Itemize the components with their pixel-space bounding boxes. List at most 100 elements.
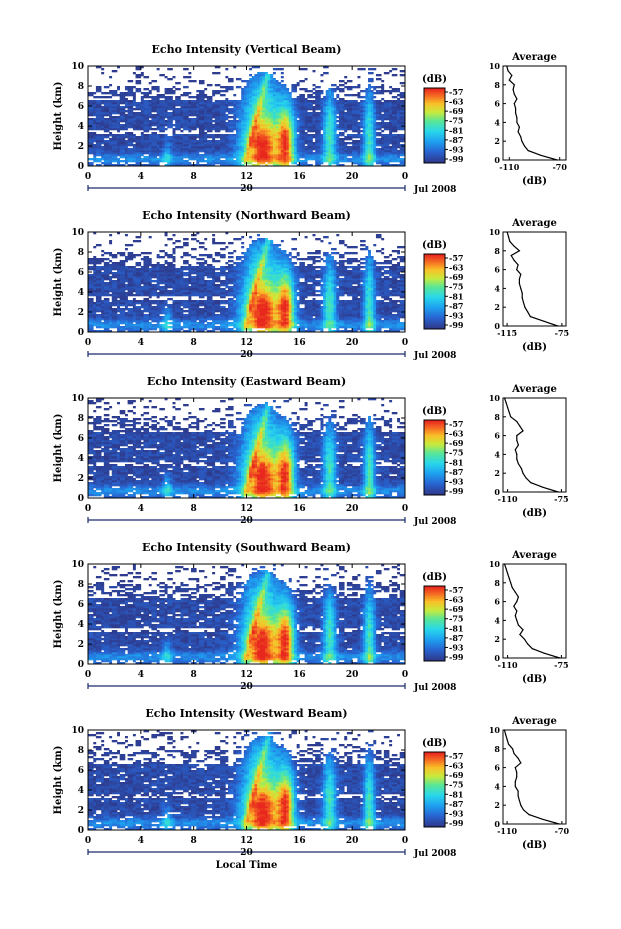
heatmap-cell [114, 144, 118, 147]
heatmap-cell [111, 322, 115, 325]
heatmap-cell [185, 120, 189, 123]
heatmap-cell [220, 154, 224, 157]
heatmap-cell [185, 148, 189, 151]
heatmap-cell [262, 72, 266, 75]
heatmap-cell [230, 104, 234, 107]
heatmap-cell [220, 116, 224, 119]
heatmap-cell [299, 130, 303, 133]
heatmap-cell [344, 138, 348, 141]
heatmap-cell [148, 138, 152, 141]
heatmap-cell [111, 272, 115, 275]
heatmap-cell [148, 128, 152, 131]
heatmap-cell [206, 160, 210, 163]
heatmap-cell [394, 152, 398, 155]
heatmap-cell [222, 136, 226, 139]
heatmap-cell [138, 152, 142, 155]
heatmap-cell [301, 80, 305, 83]
heatmap-cell [214, 156, 218, 159]
heatmap-cell [259, 84, 263, 87]
heatmap-cell [127, 150, 131, 153]
heatmap-cell [90, 288, 94, 291]
heatmap-cell [259, 156, 263, 159]
heatmap-cell [206, 102, 210, 105]
heatmap-cell [397, 126, 401, 129]
heatmap-cell [357, 160, 361, 163]
heatmap-cell [132, 152, 136, 155]
heatmap-cell [114, 148, 118, 151]
heatmap-cell [233, 162, 237, 165]
heatmap-cell [175, 140, 179, 143]
heatmap-cell [262, 80, 266, 83]
heatmap-cell [246, 120, 250, 123]
heatmap-cell [362, 138, 366, 141]
heatmap-cell [288, 140, 292, 143]
heatmap-cell [140, 138, 144, 141]
heatmap-cell [235, 150, 239, 153]
heatmap-cell [257, 144, 261, 147]
heatmap-cell [204, 102, 208, 105]
heatmap-cell [228, 126, 231, 129]
heatmap-cell [301, 132, 305, 135]
heatmap-cell [214, 116, 218, 119]
heatmap-cell [185, 162, 189, 165]
heatmap-cell [341, 100, 345, 103]
heatmap-cell [317, 150, 321, 153]
heatmap-cell [109, 260, 113, 263]
heatmap-cell [198, 164, 202, 167]
profile-point [540, 154, 542, 156]
heatmap-cell [233, 108, 237, 111]
heatmap-cell [362, 156, 366, 159]
heatmap-cell [365, 94, 369, 97]
heatmap-cell [114, 298, 118, 301]
heatmap-cell [138, 118, 142, 121]
heatmap-cell [283, 86, 287, 89]
heatmap-cell [315, 132, 319, 135]
heatmap-cell [124, 268, 128, 271]
heatmap-cell [315, 118, 319, 121]
heatmap-cell [220, 100, 224, 103]
heatmap-cell [309, 158, 313, 161]
heatmap-cell [109, 140, 113, 143]
heatmap-cell [267, 102, 271, 105]
heatmap-cell [114, 286, 118, 289]
heatmap-cell [365, 162, 369, 165]
heatmap-cell [206, 84, 210, 87]
heatmap-cell [103, 286, 107, 289]
heatmap-cell [212, 138, 216, 141]
heatmap-cell [183, 140, 187, 143]
heatmap-cell [267, 156, 271, 159]
heatmap-cell [304, 146, 308, 149]
heatmap-cell [88, 324, 91, 327]
heatmap-cell [193, 106, 197, 109]
heatmap-cell [362, 164, 366, 167]
heatmap-cell [357, 116, 361, 119]
heatmap-cell [127, 282, 131, 285]
heatmap-cell [288, 150, 292, 153]
heatmap-cell [254, 84, 258, 87]
heatmap-cell [317, 86, 321, 89]
heatmap-cell [399, 74, 403, 77]
heatmap-cell [103, 320, 107, 323]
heatmap-cell [154, 138, 157, 141]
heatmap-cell [338, 146, 342, 149]
heatmap-cell [138, 66, 142, 69]
heatmap-cell [254, 144, 258, 147]
heatmap-cell [138, 160, 142, 163]
heatmap-cell [106, 320, 110, 323]
heatmap-cell [257, 148, 261, 151]
heatmap-cell [122, 262, 126, 265]
heatmap-cell [317, 102, 321, 105]
heatmap-cell [333, 120, 337, 123]
heatmap-cell [283, 122, 287, 125]
heatmap-cell [378, 128, 382, 131]
heatmap-cell [341, 146, 345, 149]
heatmap-cell [119, 106, 123, 109]
heatmap-cell [307, 118, 311, 121]
heatmap-cell [323, 98, 327, 101]
heatmap-cell [235, 164, 239, 167]
heatmap-cell [368, 140, 371, 143]
heatmap-cell [209, 136, 213, 139]
heatmap-cell [312, 128, 316, 131]
heatmap-cell [368, 142, 371, 145]
heatmap-cell [270, 162, 274, 165]
